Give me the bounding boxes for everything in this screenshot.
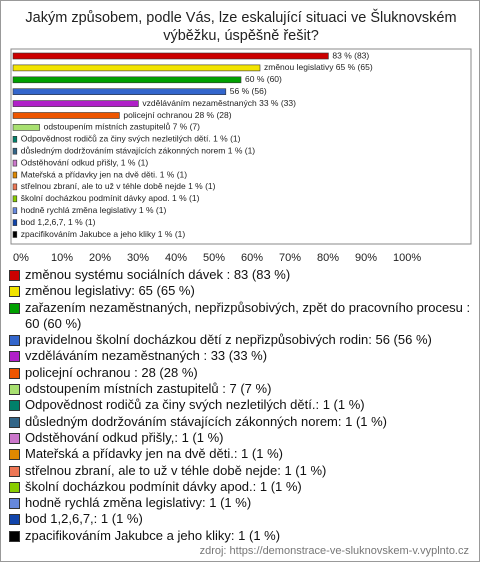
legend-swatch xyxy=(9,465,20,477)
legend-label: střelnou zbraní, ale to už v téhle době … xyxy=(25,462,327,478)
data-label: Mateřská a přídavky jen na dvě děti. 1 %… xyxy=(21,169,187,179)
legend-item: zpacifikováním Jakubce a jeho kliky: 1 (… xyxy=(9,528,473,544)
bar xyxy=(12,207,18,214)
legend-swatch xyxy=(9,416,20,428)
legend-item: vzděláváním nezaměstnaných : 33 (33 %) xyxy=(9,348,473,364)
legend-item: pravidelnou školní docházkou dětí z nepř… xyxy=(9,332,473,348)
legend-swatch xyxy=(9,335,20,347)
legend-label: zařazením nezaměstnaných, nepřizpůsobivý… xyxy=(25,299,471,331)
legend-item: odstoupením místních zastupitelů : 7 (7 … xyxy=(9,381,473,397)
chart: 0% 10% 20% 30% 40% 50% 60% 70% 80% 90% 100% 83 % (8… xyxy=(10,48,472,264)
bar xyxy=(12,147,18,155)
legend-item: policejní ochranou : 28 (28 %) xyxy=(9,365,473,381)
x-tick-label: 80% xyxy=(317,252,339,264)
legend-swatch xyxy=(9,400,20,412)
legend-label: vzděláváním nezaměstnaných : 33 (33 %) xyxy=(25,348,268,364)
data-label: 60 % (60) xyxy=(245,74,282,84)
data-label: 83 % (83) xyxy=(332,50,369,60)
legend-label: Mateřská a přídavky jen na dvě děti.: 1 … xyxy=(25,446,283,462)
legend-swatch xyxy=(9,514,20,526)
bar xyxy=(12,159,18,167)
x-tick-label: 70% xyxy=(279,252,301,264)
data-label: důsledným dodržováním stávajících zákonn… xyxy=(21,145,256,155)
legend-swatch xyxy=(9,498,20,510)
legend-label: zpacifikováním Jakubce a jeho kliky: 1 (… xyxy=(25,527,281,543)
legend-label: odstoupením místních zastupitelů : 7 (7 … xyxy=(25,381,272,397)
chart-title: Jakým způsobem, podle Vás, lze eskalujíc… xyxy=(25,10,457,44)
legend-item: střelnou zbraní, ale to už v téhle době … xyxy=(9,463,473,479)
legend-label: změnou legislativy: 65 (65 %) xyxy=(25,283,195,299)
legend-swatch xyxy=(9,302,20,314)
legend-label: bod 1,2,6,7,: 1 (1 %) xyxy=(25,511,143,527)
bar xyxy=(12,171,18,179)
legend-swatch xyxy=(9,286,20,298)
legend-swatch xyxy=(9,270,20,281)
x-tick-label: 10% xyxy=(51,252,73,264)
legend: změnou systému sociálních dávek : 83 (83… xyxy=(9,267,473,544)
data-label: odstoupením místních zastupitelů 7 % (7) xyxy=(44,122,201,132)
legend-swatch xyxy=(9,367,20,379)
x-tick-label: 100% xyxy=(393,252,421,264)
legend-item: hodně rychlá změna legislativy: 1 (1 %) xyxy=(9,495,473,511)
legend-label: pravidelnou školní docházkou dětí z nepř… xyxy=(25,332,432,348)
bar xyxy=(12,76,242,84)
legend-swatch xyxy=(9,351,20,363)
x-tick-label: 20% xyxy=(89,252,111,264)
x-tick-label: 90% xyxy=(355,252,377,264)
data-label: zpacifikováním Jakubce a jeho kliky 1 % … xyxy=(21,229,186,239)
legend-swatch xyxy=(9,449,20,461)
bar xyxy=(12,100,139,107)
x-tick-label: 50% xyxy=(203,252,225,264)
legend-label: Odpovědnost rodičů za činy svých nezleti… xyxy=(25,397,365,413)
legend-swatch xyxy=(9,481,20,493)
data-label: Odpovědnost rodičů za činy svých nezleti… xyxy=(21,134,241,144)
legend-item: Mateřská a přídavky jen na dvě děti.: 1 … xyxy=(9,446,473,462)
bar xyxy=(12,88,227,95)
data-label: vzděláváním nezaměstnaných 33 % (33) xyxy=(142,98,296,108)
x-tick-label: 60% xyxy=(241,252,263,264)
legend-item: důsledným dodržováním stávajících zákonn… xyxy=(9,414,473,430)
legend-label: policejní ochranou : 28 (28 %) xyxy=(25,364,198,380)
x-tick-label: 0% xyxy=(13,252,29,264)
legend-swatch xyxy=(9,432,20,444)
data-label: Odstěhování odkud přišly, 1 % (1) xyxy=(21,157,149,167)
source: zdroj: https://demonstrace-ve-sluknovske… xyxy=(199,545,469,557)
legend-swatch xyxy=(9,530,20,542)
bar xyxy=(12,64,261,72)
x-tick-label: 40% xyxy=(165,252,187,264)
data-label: bod 1,2,6,7, 1 % (1) xyxy=(21,217,96,227)
legend-label: školní docházkou podmínit dávky apod.: 1… xyxy=(25,478,302,494)
legend-label: důsledným dodržováním stávajících zákonn… xyxy=(25,413,388,429)
bar xyxy=(12,52,329,60)
bar xyxy=(12,195,18,203)
x-tick-label: 30% xyxy=(127,252,149,264)
bar xyxy=(12,231,18,238)
bar xyxy=(12,124,40,131)
legend-item: zařazením nezaměstnaných, nepřizpůsobivý… xyxy=(9,300,473,333)
bar xyxy=(12,183,18,191)
legend-item: změnou systému sociálních dávek : 83 (83… xyxy=(9,267,473,283)
data-label: školní docházkou podmínit dávky apod. 1 … xyxy=(21,193,200,203)
data-label: policejní ochranou 28 % (28) xyxy=(123,110,231,120)
data-label: hodně rychlá změna legislativy 1 % (1) xyxy=(21,205,167,215)
data-label: 56 % (56) xyxy=(230,86,267,96)
legend-item: Odstěhování odkud přišly,: 1 (1 %) xyxy=(9,430,473,446)
legend-item: Odpovědnost rodičů za činy svých nezleti… xyxy=(9,397,473,413)
legend-label: hodně rychlá změna legislativy: 1 (1 %) xyxy=(25,495,252,511)
legend-label: Odstěhování odkud přišly,: 1 (1 %) xyxy=(25,429,224,445)
bar xyxy=(12,112,120,119)
data-label: střelnou zbraní, ale to už v téhle době … xyxy=(21,181,216,191)
data-label: změnou legislativy 65 % (65) xyxy=(264,62,373,72)
legend-item: změnou legislativy: 65 (65 %) xyxy=(9,283,473,299)
legend-item: školní docházkou podmínit dávky apod.: 1… xyxy=(9,479,473,495)
legend-item: bod 1,2,6,7,: 1 (1 %) xyxy=(9,511,473,527)
bar xyxy=(12,136,18,143)
legend-label: změnou systému sociálních dávek : 83 (83… xyxy=(25,267,291,282)
bar xyxy=(12,219,18,226)
legend-swatch xyxy=(9,384,20,396)
